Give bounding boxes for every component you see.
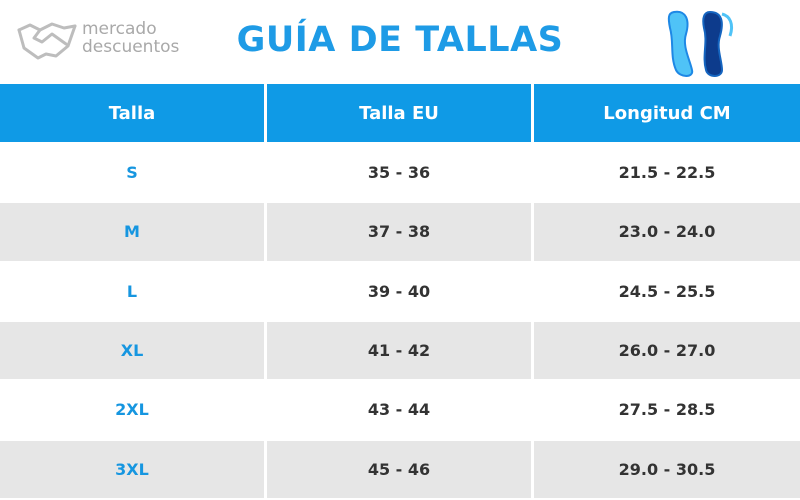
column-header: Longitud CM [534,84,800,142]
table-cell: 37 - 38 [267,203,531,261]
size-cell: L [0,262,264,320]
size-cell: XL [0,321,264,380]
table-cell: 24.5 - 25.5 [534,262,800,320]
table-cell: 39 - 40 [267,262,531,320]
logo-icon [17,22,77,60]
title: GUÍA DE TALLAS [236,20,564,60]
logo-text: mercado [82,19,157,39]
size-cell: 2XL [0,381,264,439]
column-header: Talla EU [267,84,531,142]
logo-text: descuentos [82,37,180,57]
size-cell: 3XL [0,440,264,498]
column-header: Talla [0,84,264,142]
table-cell: 26.0 - 27.0 [534,321,800,380]
table-cell: 41 - 42 [267,321,531,380]
size-cell: M [0,203,264,261]
table-cell: 23.0 - 24.0 [534,203,800,261]
table-cell: 21.5 - 22.5 [534,144,800,202]
table-cell: 45 - 46 [267,440,531,498]
table-cell: 29.0 - 30.5 [534,440,800,498]
table-cell: 35 - 36 [267,144,531,202]
table-cell: 43 - 44 [267,381,531,439]
table-cell: 27.5 - 28.5 [534,381,800,439]
size-cell: S [0,144,264,202]
insole-icon [667,10,734,77]
